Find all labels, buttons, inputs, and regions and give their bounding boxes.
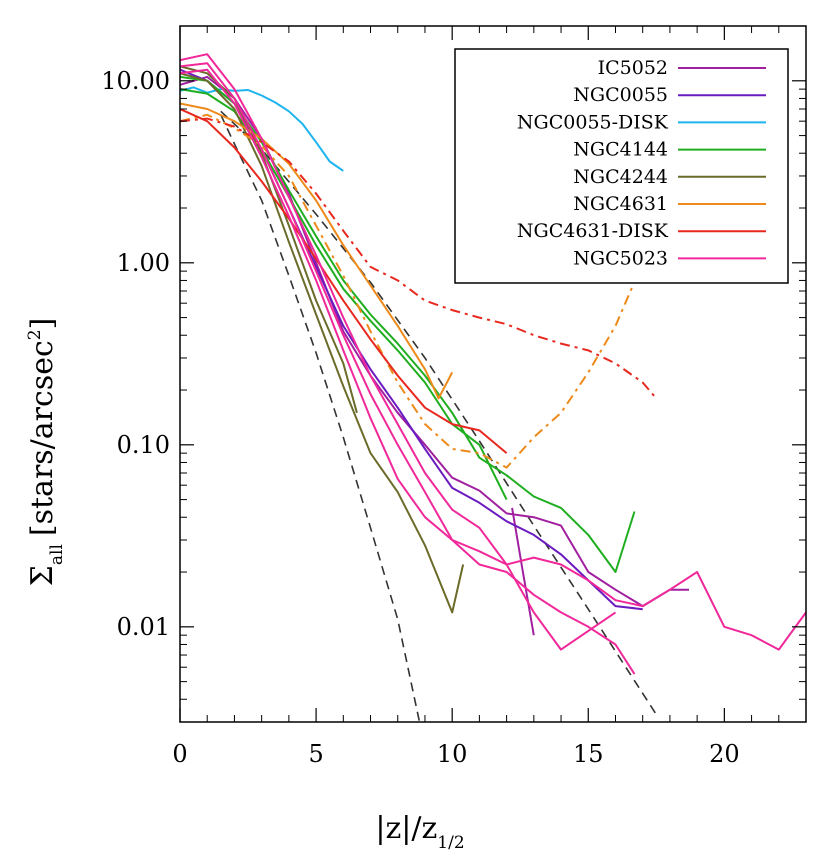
x-tick-label: 20	[709, 740, 740, 768]
y-tick-label: 0.10	[117, 431, 170, 459]
legend-label-ngc4244: NGC4244	[573, 166, 668, 188]
series-line-ngc5023-1	[180, 53, 806, 651]
x-tick-label: 10	[437, 740, 468, 768]
series-line-ngc4244-1	[180, 65, 358, 414]
legend-label-ngc0055-disk: NGC0055-DISK	[517, 111, 669, 133]
series-line-ngc4631-1	[180, 102, 454, 400]
legend: IC5052 NGC0055 NGC0055-DISK NGC4144 NGC4244 N…	[454, 48, 789, 284]
x-axis-label: |z|/z1/2	[375, 811, 464, 853]
reference-fit-shallow	[220, 110, 657, 715]
series-line-ngc5023-2	[180, 62, 636, 675]
y-tick-label: 1.00	[117, 249, 170, 277]
plot-frame	[179, 25, 807, 723]
legend-label-ngc4631-disk: NGC4631-DISK	[517, 220, 669, 242]
legend-box	[454, 48, 789, 284]
y-axis-label: Σall[stars/arcsec2]	[25, 318, 67, 587]
legend-label-ngc0055: NGC0055	[573, 84, 668, 106]
series-line-ngc5023-3	[180, 68, 617, 651]
axis-ticks-layer: 0 5 10 15 20 0.01 0.10 1.00 10.00	[101, 25, 806, 768]
data-series-layer	[180, 53, 806, 722]
reference-fit-steep	[220, 114, 421, 722]
y-tick-label: 0.01	[117, 613, 170, 641]
x-axis-label-text: |z|/z1/2	[375, 811, 464, 853]
y-tick-label: 10.00	[101, 67, 170, 95]
legend-rows: IC5052 NGC0055 NGC0055-DISK NGC4144 NGC4244 N…	[517, 57, 766, 269]
legend-label-ic5052: IC5052	[598, 57, 668, 79]
series-line-ngc4631-disk-1	[180, 108, 508, 454]
series-line-ngc4244-2	[180, 72, 465, 614]
x-tick-label: 5	[308, 740, 323, 768]
legend-label-ngc4144: NGC4144	[573, 139, 668, 161]
x-tick-label: 0	[172, 740, 187, 768]
legend-label-ngc5023: NGC5023	[573, 247, 668, 269]
series-line-ngc4631-disk-2	[180, 117, 658, 400]
x-tick-label: 15	[573, 740, 604, 768]
y-axis-label-text: Σall[stars/arcsec2]	[25, 318, 67, 587]
legend-label-ngc4631: NGC4631	[573, 193, 668, 215]
series-line-ic5052-2	[511, 507, 535, 636]
